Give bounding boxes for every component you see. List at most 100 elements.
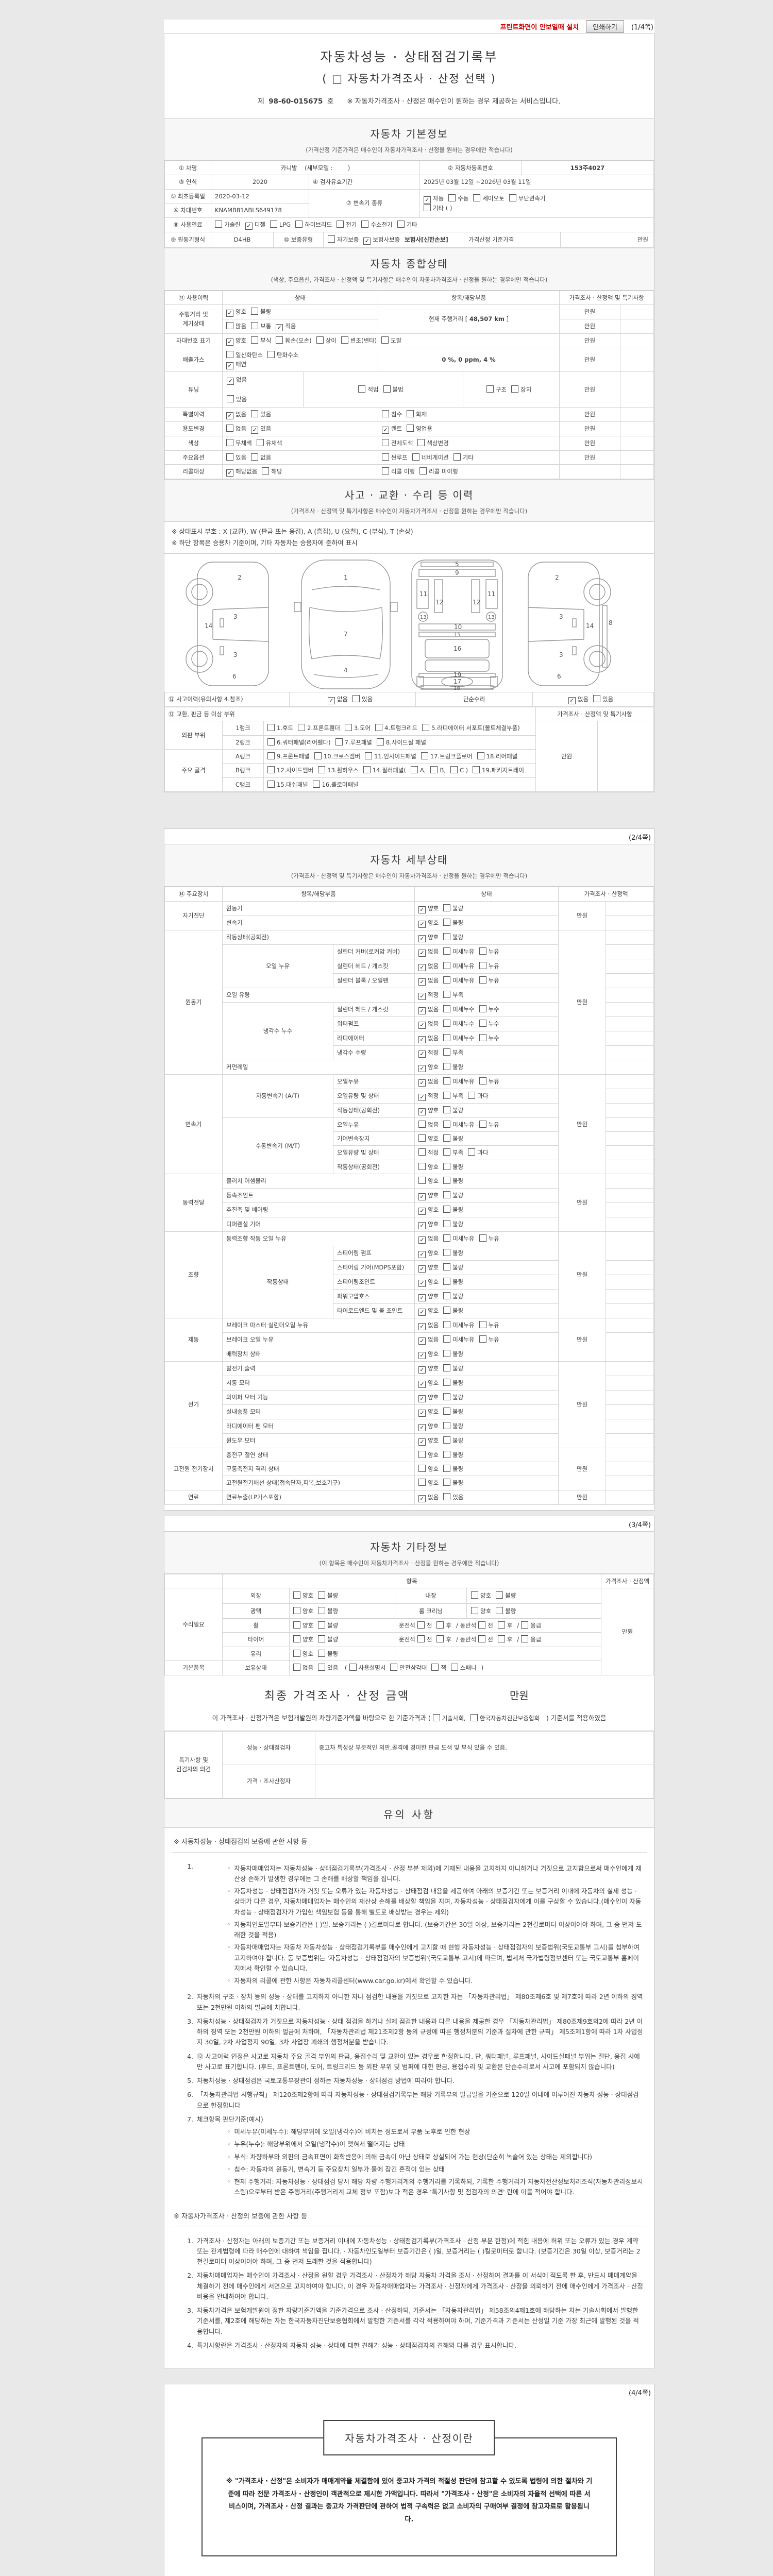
checkbox-option[interactable]: 양호 [418, 1450, 439, 1460]
checkbox-option[interactable]: ✓ 양호 [418, 1106, 439, 1115]
checkbox-icon[interactable]: ✓ [418, 1193, 426, 1200]
checkbox-option[interactable]: 부식 [251, 336, 271, 345]
checkbox-option[interactable]: ✓ 적음 [276, 321, 296, 331]
checkbox-icon[interactable] [468, 1091, 476, 1099]
checkbox-option[interactable]: 무채색 [226, 438, 252, 448]
checkbox-option[interactable]: 누유 [479, 1320, 499, 1330]
checkbox-option[interactable]: 없음 [293, 1663, 313, 1672]
checkbox-option[interactable]: 후 [497, 1621, 512, 1630]
checkbox-icon[interactable] [293, 1664, 300, 1671]
checkbox-icon[interactable] [471, 1591, 478, 1599]
checkbox-icon[interactable] [521, 1635, 529, 1643]
checkbox-icon[interactable] [436, 1621, 444, 1629]
checkbox-option[interactable]: 불량 [318, 1635, 338, 1644]
checkbox-icon[interactable] [349, 1664, 357, 1671]
checkbox-icon[interactable] [251, 321, 259, 329]
checkbox-icon[interactable] [443, 1364, 451, 1371]
checkbox-option[interactable]: 불량 [443, 1364, 463, 1373]
checkbox-icon[interactable]: ✓ [245, 222, 253, 230]
checkbox-option[interactable]: ✓ 양호 [418, 1306, 439, 1316]
checkbox-icon[interactable] [509, 194, 516, 201]
checkbox-option[interactable]: 장치 [511, 385, 531, 394]
checkbox-icon[interactable] [267, 766, 275, 774]
checkbox-icon[interactable] [410, 766, 418, 774]
checkbox-option[interactable]: 탄화수소 [267, 350, 298, 360]
checkbox-icon[interactable] [424, 204, 431, 211]
checkbox-option[interactable]: 후 [436, 1621, 451, 1630]
checkbox-icon[interactable] [418, 1464, 426, 1472]
checkbox-icon[interactable] [335, 738, 343, 745]
checkbox-option[interactable]: 누유 [479, 1077, 499, 1086]
checkbox-icon[interactable] [443, 1162, 451, 1170]
checkbox-icon[interactable] [215, 220, 222, 228]
checkbox-option[interactable]: 많음 [226, 321, 246, 331]
checkbox-icon[interactable] [477, 752, 484, 760]
checkbox-icon[interactable] [453, 453, 461, 461]
checkbox-icon[interactable] [430, 766, 438, 774]
checkbox-option[interactable]: ✓ 없음 [418, 1005, 439, 1014]
checkbox-icon[interactable] [443, 1407, 451, 1415]
checkbox-option[interactable]: ✓ 양호 [418, 1436, 439, 1446]
checkbox-option[interactable]: ✓ 해당없음 [226, 467, 257, 477]
checkbox-icon[interactable] [443, 947, 451, 955]
checkbox-option[interactable]: ✓ 없음 [418, 1033, 439, 1043]
checkbox-option[interactable]: 불량 [443, 1106, 463, 1115]
checkbox-icon[interactable]: ✓ [418, 1093, 426, 1101]
checkbox-option[interactable]: 양호 [471, 1591, 491, 1600]
checkbox-option[interactable]: ✓ 매연 [226, 360, 246, 370]
checkbox-icon[interactable]: ✓ [418, 1050, 426, 1058]
checkbox-option[interactable]: 상이 [316, 336, 337, 345]
checkbox-icon[interactable]: ✓ [418, 1222, 426, 1229]
checkbox-icon[interactable]: ✓ [424, 196, 431, 204]
checkbox-option[interactable]: 미세누수 [443, 1005, 475, 1014]
checkbox-icon[interactable] [450, 766, 458, 774]
checkbox-icon[interactable] [418, 1148, 426, 1156]
checkbox-icon[interactable] [443, 1493, 451, 1500]
checkbox-option[interactable]: 색상변경 [417, 438, 449, 448]
checkbox-icon[interactable] [363, 766, 371, 774]
checkbox-option[interactable]: 불량 [443, 1407, 463, 1416]
checkbox-option[interactable]: 미세누수 [443, 1033, 475, 1043]
checkbox-option[interactable]: 불량 [443, 1450, 463, 1460]
checkbox-option[interactable]: 과다 [468, 1148, 489, 1157]
checkbox-option[interactable]: B, [430, 766, 446, 775]
checkbox-icon[interactable] [443, 933, 451, 940]
checkbox-option[interactable]: 양호 [293, 1635, 313, 1644]
checkbox-option[interactable]: 18.리어패널 [477, 752, 517, 761]
checkbox-icon[interactable] [443, 1393, 451, 1400]
checkbox-option[interactable]: 1.후드 [267, 723, 293, 733]
checkbox-option[interactable]: LPG [270, 220, 291, 229]
checkbox-option[interactable]: 양호 [293, 1621, 313, 1630]
checkbox-icon[interactable] [341, 336, 348, 344]
checkbox-option[interactable]: 양호 [293, 1649, 313, 1658]
checkbox-option[interactable]: ✓ 디젤 [245, 220, 265, 230]
checkbox-icon[interactable] [443, 1005, 451, 1012]
checkbox-icon[interactable] [318, 1591, 326, 1599]
checkbox-icon[interactable] [497, 1621, 505, 1629]
checkbox-option[interactable]: 미세누유 [443, 1077, 475, 1086]
checkbox-option[interactable]: 미세누수 [443, 1019, 475, 1028]
checkbox-icon[interactable]: ✓ [418, 1036, 426, 1043]
checkbox-icon[interactable] [443, 1479, 451, 1486]
checkbox-option[interactable]: 부족 [443, 1048, 463, 1057]
checkbox-icon[interactable] [479, 947, 486, 955]
checkbox-icon[interactable] [382, 453, 389, 461]
checkbox-option[interactable]: 불량 [443, 1248, 463, 1258]
checkbox-icon[interactable] [418, 1177, 426, 1184]
checkbox-icon[interactable] [361, 220, 369, 228]
checkbox-option[interactable]: C ) [450, 766, 468, 775]
checkbox-icon[interactable] [479, 976, 486, 984]
checkbox-icon[interactable] [471, 1606, 478, 1614]
checkbox-option[interactable]: 화재 [407, 410, 427, 419]
checkbox-icon[interactable]: ✓ [418, 1108, 426, 1115]
checkbox-option[interactable]: 17.트렁크플로어 [421, 752, 473, 761]
checkbox-icon[interactable] [496, 1606, 503, 1614]
checkbox-option[interactable]: 불량 [443, 1292, 463, 1301]
checkbox-option[interactable]: 전 [417, 1635, 432, 1644]
checkbox-icon[interactable]: ✓ [227, 378, 234, 385]
checkbox-option[interactable]: 부족 [443, 1148, 463, 1157]
checkbox-option[interactable]: 불량 [443, 1191, 463, 1200]
checkbox-icon[interactable] [443, 1234, 451, 1242]
checkbox-option[interactable]: 누유 [479, 1335, 499, 1344]
checkbox-option[interactable]: 불량 [443, 1176, 463, 1185]
